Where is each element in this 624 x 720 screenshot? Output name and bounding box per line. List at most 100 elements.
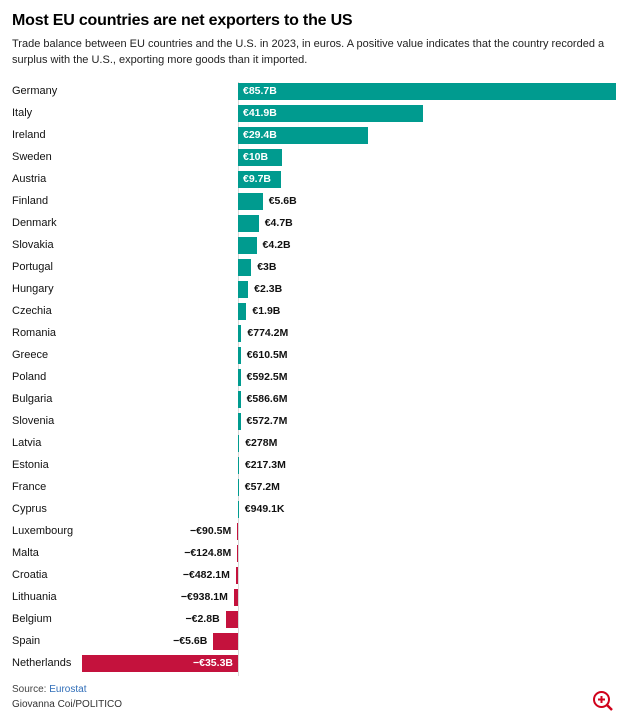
country-label: Luxembourg	[12, 525, 74, 537]
bar-row: Lithuania −€938.1M	[0, 586, 624, 608]
country-label: Ireland	[12, 129, 46, 141]
bar-row: Malta −€124.8M	[0, 542, 624, 564]
country-label: Latvia	[12, 437, 42, 449]
bar	[238, 170, 281, 188]
country-label: Romania	[12, 327, 57, 339]
bar-row: Belgium −€2.8B	[0, 608, 624, 630]
value-label: €610.5M	[246, 349, 288, 361]
bar-row: Denmark €4.7B	[0, 212, 624, 234]
value-label: €774.2M	[247, 327, 289, 339]
country-label: Denmark	[12, 217, 57, 229]
country-label: Cyprus	[12, 503, 47, 515]
value-label: −€482.1M	[182, 569, 230, 581]
value-label: €9.7B	[243, 173, 272, 185]
value-label: €85.7B	[243, 85, 277, 97]
value-label: €57.2M	[244, 481, 280, 493]
bar	[238, 478, 239, 496]
chart-subtitle: Trade balance between EU countries and t…	[12, 38, 605, 66]
value-label: €3B	[257, 261, 277, 273]
country-label: Croatia	[12, 569, 48, 581]
value-label: −€124.8M	[184, 547, 232, 559]
country-label: Lithuania	[12, 591, 57, 603]
bar-row: Ireland €29.4B	[0, 124, 624, 146]
bar	[238, 390, 241, 408]
country-label: Slovakia	[12, 239, 54, 251]
bar	[237, 522, 238, 540]
bar	[238, 126, 368, 144]
bar	[238, 214, 259, 232]
value-label: €592.5M	[246, 371, 288, 383]
country-label: Austria	[12, 173, 47, 185]
bar-chart: Germany €85.7B Italy €41.9B Ireland €29.4B Swe…	[0, 80, 624, 676]
bar-row: Hungary €2.3B	[0, 278, 624, 300]
country-label: Greece	[12, 349, 49, 361]
country-label: Poland	[12, 371, 47, 383]
chart-header: Most EU countries are net exporters to t…	[0, 0, 624, 69]
country-label: Estonia	[12, 459, 49, 471]
value-label: −€90.5M	[190, 525, 232, 537]
bar	[225, 610, 238, 628]
bar-row: Germany €85.7B	[0, 80, 624, 102]
bar	[238, 456, 239, 474]
bar-row: Latvia €278M	[0, 432, 624, 454]
bar	[238, 500, 239, 518]
bar	[238, 192, 263, 210]
bar	[238, 302, 247, 320]
country-label: Netherlands	[12, 657, 72, 669]
country-label: Finland	[12, 195, 49, 207]
country-label: Italy	[12, 107, 33, 119]
country-label: Malta	[12, 547, 39, 559]
bar	[238, 148, 283, 166]
bar	[238, 280, 249, 298]
bar-row: Finland €5.6B	[0, 190, 624, 212]
bar-row: Romania €774.2M	[0, 322, 624, 344]
value-label: €217.3M	[244, 459, 286, 471]
bar-row: Portugal €3B	[0, 256, 624, 278]
value-label: €278M	[245, 437, 278, 449]
country-label: France	[12, 481, 47, 493]
bar	[238, 324, 242, 342]
credit-line: Giovanna Coi/POLITICO	[12, 699, 123, 710]
bar-row: Poland €592.5M	[0, 366, 624, 388]
bar-row: Sweden €10B	[0, 146, 624, 168]
value-label: −€938.1M	[180, 591, 228, 603]
source-link[interactable]: Eurostat	[49, 684, 87, 695]
chart-footer: Source: Eurostat Giovanna Coi/POLITICO	[12, 682, 122, 712]
bar	[82, 654, 238, 672]
source-line: Source: Eurostat	[12, 682, 122, 697]
bar-row: Bulgaria €586.6M	[0, 388, 624, 410]
value-label: €2.3B	[254, 283, 283, 295]
bar-row: Slovenia €572.7M	[0, 410, 624, 432]
country-label: Belgium	[12, 613, 52, 625]
bar	[238, 346, 241, 364]
bar-row: Estonia €217.3M	[0, 454, 624, 476]
bar	[238, 258, 252, 276]
bar-row: Slovakia €4.2B	[0, 234, 624, 256]
bar-row: Luxembourg −€90.5M	[0, 520, 624, 542]
value-label: €949.1K	[244, 503, 285, 515]
bar-row: Croatia −€482.1M	[0, 564, 624, 586]
value-label: −€35.3B	[193, 657, 233, 669]
bar-row: Austria €9.7B	[0, 168, 624, 190]
zoom-in-icon	[593, 691, 613, 711]
country-label: Czechia	[12, 305, 52, 317]
value-label: €10B	[243, 151, 269, 163]
value-label: €572.7M	[246, 415, 288, 427]
bar	[238, 104, 423, 122]
value-label: €41.9B	[243, 107, 277, 119]
bar-row: Netherlands −€35.3B	[0, 652, 624, 674]
value-label: €586.6M	[246, 393, 288, 405]
bar	[235, 566, 238, 584]
country-label: Sweden	[12, 151, 52, 163]
bar-row: Italy €41.9B	[0, 102, 624, 124]
value-label: €4.7B	[264, 217, 293, 229]
zoom-in-button[interactable]	[592, 690, 614, 712]
country-label: Slovenia	[12, 415, 55, 427]
source-label: Source:	[12, 684, 47, 695]
country-label: Spain	[12, 635, 41, 647]
bar	[237, 544, 238, 562]
bar-row: Greece €610.5M	[0, 344, 624, 366]
page-title: Most EU countries are net exporters to t…	[12, 12, 353, 29]
bar	[233, 588, 238, 606]
bar	[238, 368, 241, 386]
